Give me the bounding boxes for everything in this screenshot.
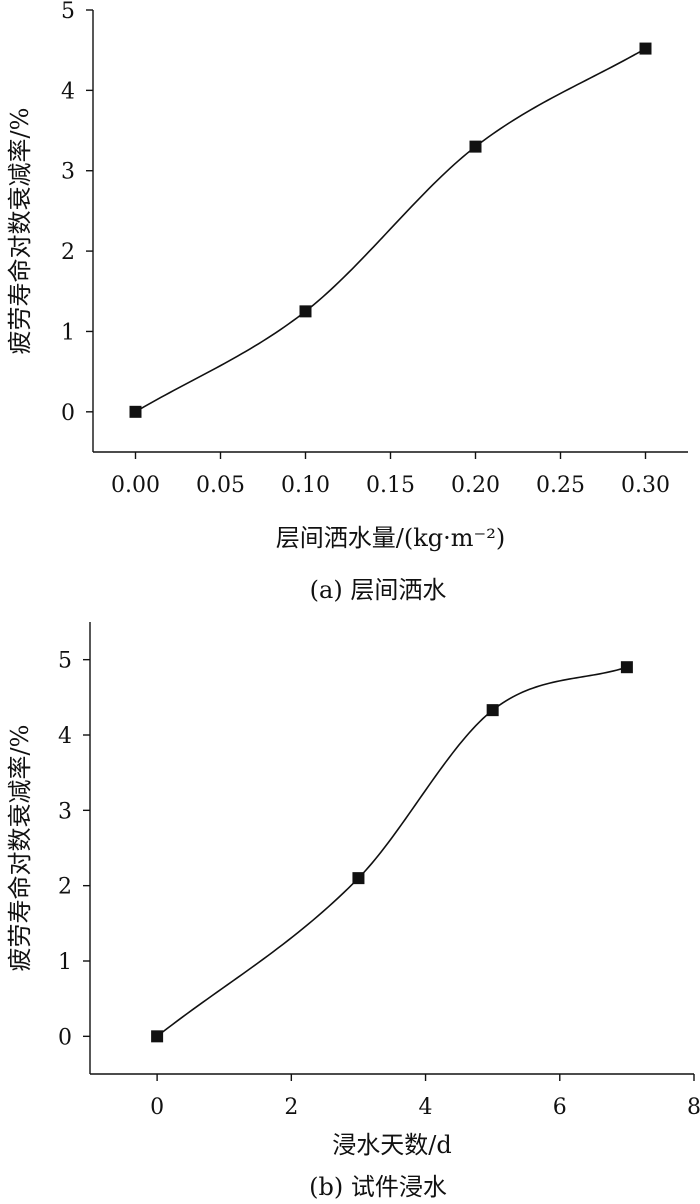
y-tick-label-a: 5 bbox=[61, 0, 75, 24]
chart-panel-a: 0.00 0.05 0.10 0.15 0.20 0.25 0.30 0 1 2 3 4 5 层间洒水量/… bbox=[6, 0, 688, 604]
x-tick-label-a: 0.25 bbox=[536, 473, 585, 498]
x-tick-label-a: 0.10 bbox=[281, 473, 330, 498]
x-tick-label-b: 0 bbox=[150, 1095, 164, 1120]
x-axis-label-b: 浸水天数/d bbox=[332, 1131, 451, 1159]
x-tick-label-a: 0.30 bbox=[621, 473, 670, 498]
x-tick-label-b: 8 bbox=[687, 1095, 700, 1120]
y-tick-label-b: 2 bbox=[58, 875, 72, 900]
x-tick-label-b: 2 bbox=[284, 1095, 298, 1120]
x-tick-label-a: 0.05 bbox=[196, 473, 245, 498]
x-tick-label-a: 0.20 bbox=[451, 473, 500, 498]
fit-curve-b bbox=[156, 666, 628, 1037]
x-axis-label-a: 层间洒水量/(kg·m⁻²) bbox=[276, 524, 505, 552]
y-tick-label-a: 2 bbox=[61, 240, 75, 265]
y-tick-label-b: 5 bbox=[58, 649, 72, 674]
data-point-b bbox=[151, 1030, 164, 1043]
data-point-a bbox=[129, 405, 142, 418]
y-tick-label-b: 4 bbox=[58, 724, 72, 749]
data-point-a bbox=[299, 305, 312, 318]
chart-panel-b: 0 2 4 6 8 0 1 2 3 4 5 浸水天数/d 疲劳寿命对数衰减率/% (b) 试件浸水 bbox=[6, 622, 700, 1201]
y-tick-label-b: 3 bbox=[58, 799, 72, 824]
panel-caption-b: (b) 试件浸水 bbox=[309, 1173, 447, 1201]
data-point-a bbox=[639, 42, 652, 55]
y-axis-label-a: 疲劳寿命对数衰减率/% bbox=[6, 108, 34, 355]
x-tick-label-a: 0.15 bbox=[366, 473, 415, 498]
data-point-b bbox=[620, 661, 633, 674]
y-axis-label-b: 疲劳寿命对数衰减率/% bbox=[6, 725, 34, 972]
data-point-b bbox=[486, 704, 499, 717]
x-tick-label-a: 0.00 bbox=[111, 473, 160, 498]
y-tick-label-a: 4 bbox=[61, 79, 75, 104]
data-point-b bbox=[352, 872, 365, 885]
y-tick-label-a: 0 bbox=[61, 401, 75, 426]
x-tick-label-b: 6 bbox=[553, 1095, 567, 1120]
y-tick-label-b: 1 bbox=[58, 950, 72, 975]
y-tick-label-a: 1 bbox=[61, 320, 75, 345]
x-tick-label-b: 4 bbox=[419, 1095, 433, 1120]
y-tick-label-b: 0 bbox=[58, 1025, 72, 1050]
data-point-a bbox=[469, 140, 482, 153]
y-tick-label-a: 3 bbox=[61, 160, 75, 185]
fit-curve-a bbox=[135, 47, 646, 413]
panel-caption-a: (a) 层间洒水 bbox=[310, 576, 447, 604]
